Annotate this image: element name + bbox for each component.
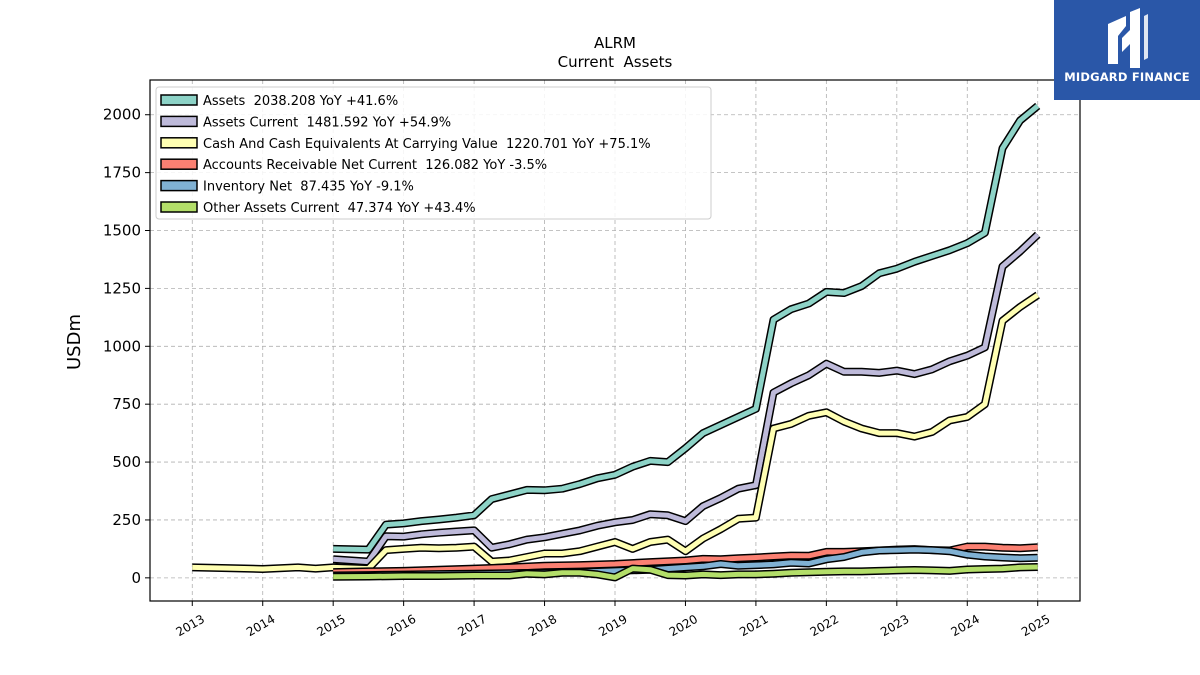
y-tick-label: 0 [131, 569, 141, 587]
legend: Assets 2038.208 YoY +41.6% Assets Current… [155, 86, 712, 220]
x-tick-label: 2015 [314, 612, 347, 639]
y-tick-label: 500 [112, 453, 141, 471]
x-tick-label: 2014 [244, 612, 277, 639]
legend-label-2: Cash And Cash Equivalents At Carrying Va… [203, 137, 651, 152]
x-tick-label: 2019 [596, 612, 629, 639]
legend-swatch-5 [160, 201, 198, 213]
y-tick-label: 750 [112, 395, 141, 413]
legend-label-0: Assets 2038.208 YoY +41.6% [203, 94, 398, 109]
legend-label-4: Inventory Net 87.435 YoY -9.1% [203, 180, 414, 195]
x-tick-label: 2021 [737, 612, 770, 639]
x-tick-label: 2022 [808, 612, 841, 639]
series-lines [192, 102, 1041, 582]
y-tick-label: 2000 [103, 106, 141, 124]
x-tick-label: 2023 [878, 612, 911, 639]
series-line-2 [192, 293, 1040, 572]
legend-label-1: Assets Current 1481.592 YoY +54.9% [203, 115, 451, 130]
series-line-5 [333, 564, 1038, 580]
x-tick-label: 2020 [667, 612, 700, 639]
series-line-0 [333, 103, 1040, 553]
y-axis-label: USDm [64, 314, 85, 370]
y-tick-label: 1000 [103, 337, 141, 355]
x-tick-label: 2013 [174, 612, 207, 639]
legend-box [155, 86, 712, 220]
chart-title: ALRM [594, 34, 636, 52]
brand-name: MIDGARD FINANCE [1064, 70, 1190, 84]
y-axis: 0 250 500 750 1000 1250 1500 1750 2000 [103, 106, 150, 587]
x-tick-label: 2016 [385, 612, 418, 639]
brand-logo: MIDGARD FINANCE [1054, 0, 1200, 100]
x-tick-label: 2025 [1019, 612, 1052, 639]
y-tick-label: 1250 [103, 279, 141, 297]
y-tick-label: 1750 [103, 164, 141, 182]
x-tick-label: 2024 [949, 612, 982, 639]
legend-swatch-1 [160, 115, 198, 128]
brand-mark-icon [1108, 8, 1148, 68]
legend-swatch-2 [160, 137, 198, 149]
y-tick-label: 250 [112, 511, 141, 529]
x-tick-label: 2018 [526, 612, 559, 639]
x-tick-label: 2017 [455, 612, 488, 639]
legend-swatch-0 [160, 94, 198, 106]
legend-label-5: Other Assets Current 47.374 YoY +43.4% [203, 201, 476, 216]
series-line-1 [333, 232, 1040, 565]
legend-swatch-3 [160, 158, 198, 170]
y-tick-label: 1500 [103, 222, 141, 240]
plot-frame [149, 79, 1081, 602]
legend-swatch-4 [160, 179, 198, 192]
chart-subtitle: Current Assets [558, 53, 673, 71]
legend-label-3: Accounts Receivable Net Current 126.082 … [203, 158, 547, 173]
x-axis: 2013 2014 2015 2016 2017 2018 2019 2020 2021 2022… [174, 601, 1052, 639]
